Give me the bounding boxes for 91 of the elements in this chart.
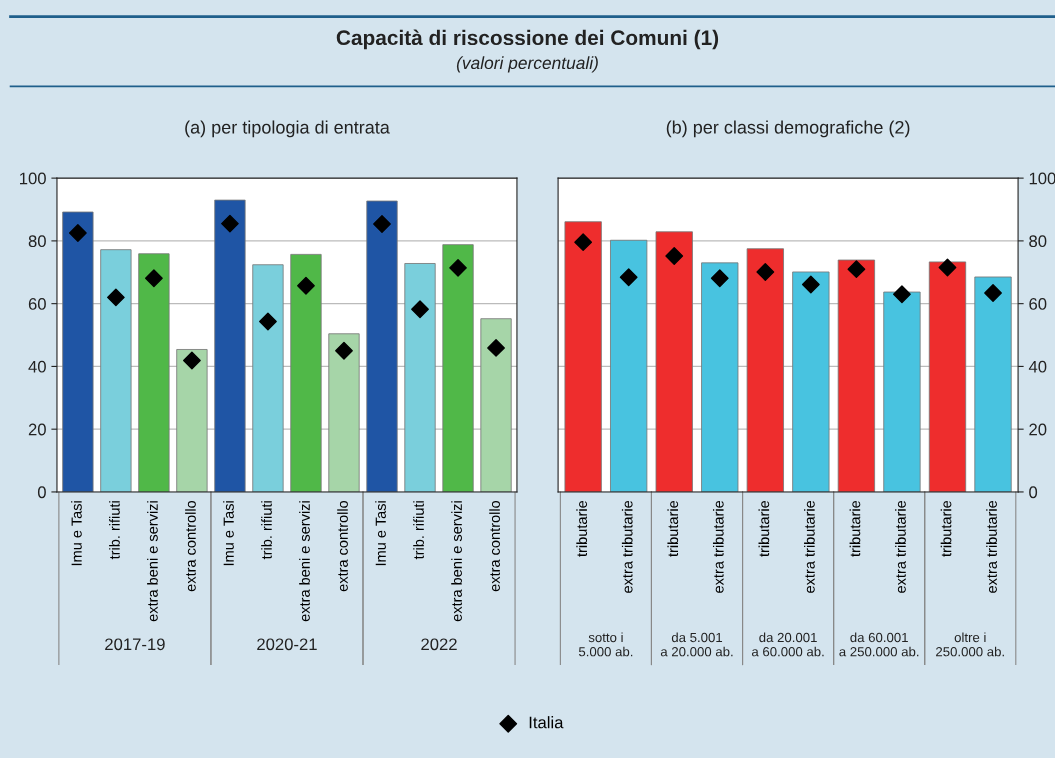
y-tick-label: 40 [28,360,46,373]
y2-tick-label: 80 [1029,235,1047,248]
bar [290,253,322,492]
bar [404,263,436,492]
bar [655,231,693,492]
point [574,233,593,252]
bar [792,271,830,492]
x-tick-label: trib. rifiuti [261,501,272,560]
point [449,258,467,277]
x-tick-label: extra beni e servizi [299,501,310,622]
x-tick-label: extra beni e servizi [147,501,158,622]
text: Capacità di riscossione dei Comuni (1) [336,29,719,50]
text: da 20.001 a 60.000 ab. [751,632,824,657]
x-tick-label: extra tributarie [804,500,815,593]
bar [837,259,876,492]
x-tick-label: Imu e Tasi [375,501,386,566]
point [710,269,729,288]
point [183,351,201,370]
x-tick-label: tributarie [940,500,952,557]
x-tick-label: extra tributarie [621,500,633,593]
text: da 60.001 a 250.000 ab. [839,632,919,657]
point [68,224,87,242]
y2-tick-label: 40 [1028,360,1047,373]
y-tick-label: 80 [28,235,46,248]
x-tick-label: extra controllo [185,500,196,592]
x-tick-label: extra tributarie [895,500,906,593]
bar [701,262,739,492]
text: 2020-21 [257,638,317,651]
point [144,269,163,288]
y2-tick-label: 0 [1029,486,1038,499]
x-tick-label: extra controllo [489,500,500,592]
chart-title: (b) per classi demografiche (2) [666,120,910,138]
bar [176,349,208,492]
bar [564,221,602,492]
bar [252,264,284,492]
x-tick-label: extra controllo [337,500,348,592]
point [893,285,911,304]
x-tick-label: extra tributarie [986,500,997,593]
x-tick-label: Imu e Tasi [223,501,234,566]
bar [442,244,474,492]
point [801,275,820,294]
bar [928,261,967,492]
y-tick-label: 100 [20,172,46,185]
text: (valori percentuali) [456,56,598,73]
point [335,341,353,360]
bar [610,239,648,492]
bar [214,199,246,492]
point [487,338,505,357]
bar [974,276,1012,492]
point [665,247,684,265]
point [297,276,315,295]
x-tick-label: Imu e Tasi [71,501,82,566]
x-tick-label: extra beni e servizi [451,501,462,622]
bar [366,200,398,492]
point [221,214,239,233]
y2-tick-label: 100 [1029,172,1055,185]
point [259,312,277,331]
y2-tick-label: 20 [1029,423,1047,436]
point [619,268,638,287]
text: 2017-19 [105,638,165,651]
point [938,258,957,277]
bar [138,253,170,492]
text: sotto i 5.000 ab. [578,632,633,657]
bar [746,248,784,492]
point [847,260,866,279]
y2-tick-label: 60 [1029,298,1047,310]
x-tick-label: extra tributarie [712,500,724,593]
text: 2022 [421,638,457,651]
point [756,263,775,281]
point [373,215,391,233]
chart-title: (a) per tipologia di entrata [185,120,390,138]
point [411,300,429,319]
y-tick-label: 0 [37,486,46,499]
bar [100,249,132,492]
y-tick-label: 20 [28,423,46,436]
x-tick-label: tributarie [576,500,588,557]
bar [62,211,94,492]
x-tick-label: tributarie [667,500,679,557]
bar [328,333,360,492]
x-tick-label: trib. rifiuti [413,501,424,560]
x-tick-label: tributarie [849,500,861,557]
point [984,284,1002,302]
bar [883,291,921,492]
bar [480,318,512,492]
text: oltre i 250.000 ab. [936,632,1004,657]
x-tick-label: tributarie [758,500,770,557]
legend-label: Italia [529,716,564,729]
point [106,288,125,307]
text: da 5.001 a 20.000 ab. [660,632,733,657]
x-tick-label: trib. rifiuti [109,501,120,560]
y-tick-label: 60 [28,298,46,310]
